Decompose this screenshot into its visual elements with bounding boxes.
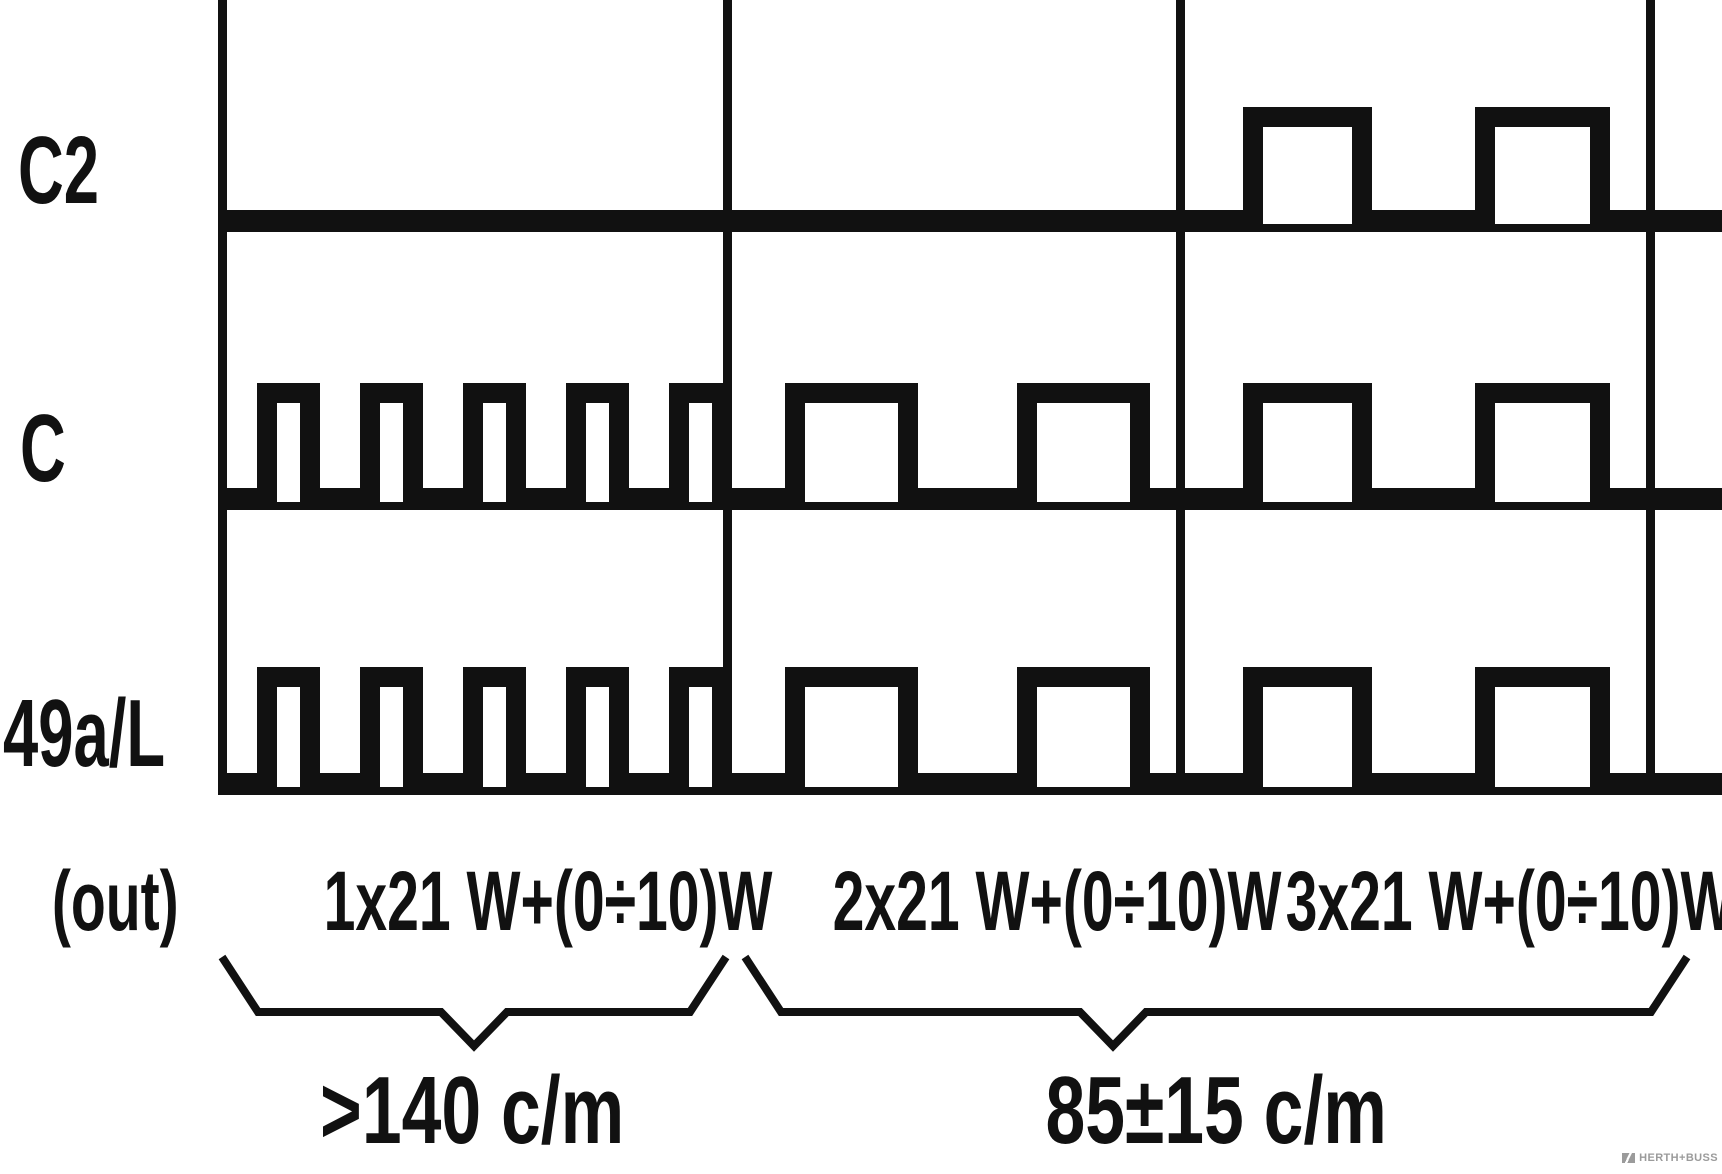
signal-pulse-C — [360, 383, 423, 502]
signal-label-c2: C2 — [18, 123, 141, 219]
signal-label-49a-l: 49a/L — [3, 686, 248, 782]
out-label: (out) — [20, 854, 210, 948]
signal-pulse-49a/L — [360, 667, 423, 787]
signal-pulse-C — [785, 383, 918, 502]
rate-label-normal-text: 85±15 c/m — [1045, 1057, 1387, 1164]
signal-pulse-C2 — [1475, 107, 1610, 224]
signal-label-49a-l-text: 49a/L — [3, 680, 166, 787]
signal-pulse-49a/L — [785, 667, 918, 787]
signal-pulse-49a/L — [257, 667, 320, 787]
watermark-text: HERTH+BUSS — [1639, 1152, 1718, 1164]
grid-line — [218, 0, 227, 795]
watermark: HERTH+BUSS — [1622, 1152, 1718, 1164]
herth-buss-logo-icon — [1622, 1153, 1636, 1163]
rate-label-normal: 85±15 c/m — [745, 1063, 1687, 1159]
signal-pulse-49a/L — [1017, 667, 1150, 787]
signal-pulse-C — [669, 383, 732, 502]
signal-pulse-C — [1243, 383, 1372, 502]
load-label-3x21-text: 3x21 W+(0÷10)W — [1285, 854, 1722, 948]
signal-pulse-C — [257, 383, 320, 502]
signal-pulse-49a/L — [1243, 667, 1372, 787]
signal-label-c: C — [20, 401, 89, 497]
rate-label-fast-text: >140 c/m — [320, 1057, 625, 1164]
signal-pulse-C2 — [1243, 107, 1372, 224]
grid-line — [1646, 0, 1655, 795]
load-label-1x21-text: 1x21 W+(0÷10)W — [323, 854, 773, 948]
signal-pulse-49a/L — [669, 667, 732, 787]
brace — [741, 954, 1691, 1052]
out-label-text: (out) — [51, 854, 179, 948]
signal-pulse-49a/L — [566, 667, 629, 787]
signal-pulse-49a/L — [1475, 667, 1610, 787]
signal-label-c2-text: C2 — [18, 117, 99, 224]
brace — [218, 954, 730, 1052]
load-label-2x21-text: 2x21 W+(0÷10)W — [832, 854, 1282, 948]
signal-pulse-49a/L — [463, 667, 526, 787]
grid-line — [1176, 0, 1185, 795]
signal-pulse-C — [1017, 383, 1150, 502]
load-label-1x21: 1x21 W+(0÷10)W — [218, 855, 773, 948]
signal-pulse-C — [463, 383, 526, 502]
load-label-3x21: 3x21 W+(0÷10)W — [1180, 855, 1722, 948]
signal-label-c-text: C — [20, 395, 66, 502]
load-label-2x21: 2x21 W+(0÷10)W — [727, 855, 1282, 948]
signal-pulse-C — [566, 383, 629, 502]
rate-label-fast: >140 c/m — [218, 1063, 727, 1159]
signal-pulse-C — [1475, 383, 1610, 502]
